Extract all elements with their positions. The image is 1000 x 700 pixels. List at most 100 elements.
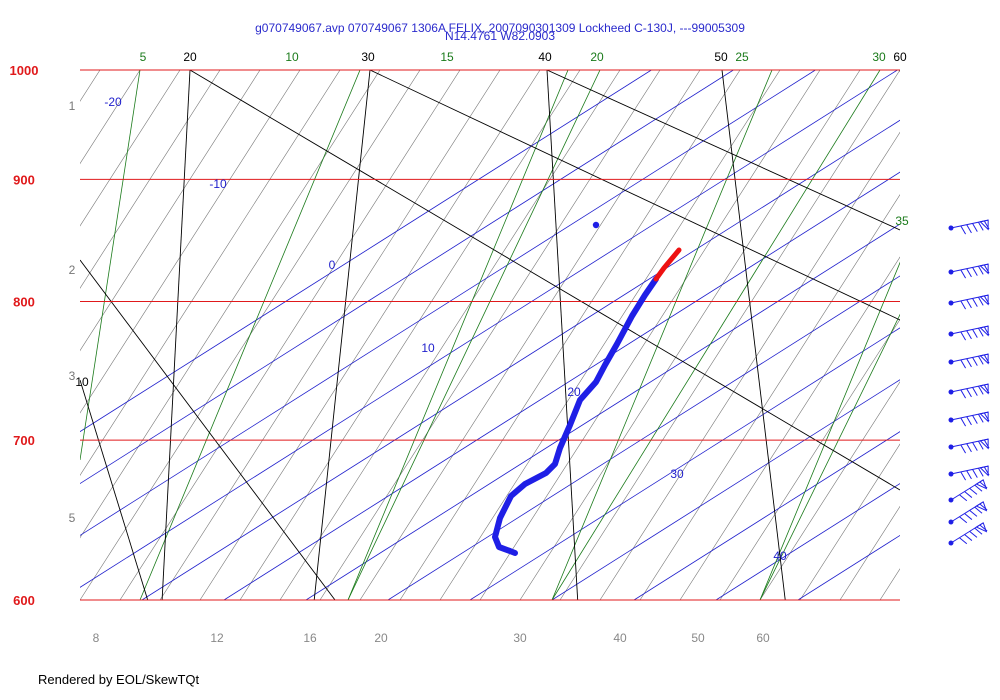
chart-title: g070749067.avp 070749067 1306A FELIX, 20… <box>255 21 745 35</box>
wind-barb-feather <box>960 389 967 399</box>
moist-adiabat-line <box>80 70 141 165</box>
wind-barb-feather <box>972 223 978 232</box>
plot-area <box>0 70 1000 600</box>
mixing-ratio-line <box>759 261 900 600</box>
wind-barb-icon <box>948 411 990 427</box>
mixing-ratio-label: 10 <box>285 50 299 64</box>
wind-barb-icon <box>948 325 990 341</box>
isotherm-line <box>80 70 816 536</box>
bottom-axis-label: 30 <box>513 631 527 645</box>
wind-barb-icon <box>948 438 990 454</box>
wind-barb-pennant <box>975 479 988 490</box>
bottom-axis-label: 50 <box>691 631 705 645</box>
mixing-ratio-label: 20 <box>590 50 604 64</box>
wind-barb-feather <box>966 388 972 398</box>
moist-adiabat-line <box>399 70 741 600</box>
moist-adiabat-line <box>319 70 661 600</box>
isotherm-line <box>715 483 900 600</box>
wind-barb-feather <box>964 491 973 498</box>
pressure-label: 1000 <box>10 63 39 78</box>
wind-barb-icon <box>948 522 988 546</box>
wind-barb-feather <box>974 484 983 492</box>
wind-barb-feather <box>972 415 978 424</box>
bottom-axis-label: 20 <box>374 631 388 645</box>
wind-barb-feather <box>977 221 984 231</box>
moist-adiabat-line <box>960 70 1000 600</box>
moist-adiabat-line <box>839 505 900 600</box>
pressure-label: 800 <box>13 295 35 310</box>
moist-adiabat-line <box>279 70 621 600</box>
mixing-ratio-line <box>551 70 881 600</box>
mixing-ratio-label: 25 <box>735 50 749 64</box>
wind-barb-feather <box>969 487 978 495</box>
wind-barb-icon <box>948 383 990 399</box>
wind-barb-feather <box>972 329 978 338</box>
isotherm-label: -10 <box>209 177 227 191</box>
dry-adiabat-line <box>189 70 900 491</box>
wind-barb-feather <box>960 225 967 235</box>
left-temperature-label: 10 <box>75 375 89 389</box>
wind-barb-pennant <box>975 522 988 533</box>
wind-barb-feather <box>966 330 972 340</box>
rendered-by-label: Rendered by EOL/SkewTQt <box>38 672 200 687</box>
isotherm-label: 10 <box>421 341 435 355</box>
sounding-trace-blue <box>492 276 659 556</box>
wind-barb-pennant <box>979 383 989 395</box>
dry-adiabat-line <box>161 70 191 600</box>
height-label: 3 <box>69 369 76 383</box>
wind-barb-feather <box>977 385 984 395</box>
wind-barb-pennant <box>979 465 989 477</box>
moist-adiabat-line <box>439 70 781 600</box>
wind-barb-feather <box>969 530 978 538</box>
wind-barb-feather <box>960 269 967 279</box>
wind-barb-icon <box>948 479 988 503</box>
dry-adiabat-line <box>80 379 149 600</box>
top-temperature-label: 30 <box>361 50 375 64</box>
wind-barb-pennant <box>979 325 989 337</box>
wind-barb-pennant <box>979 219 989 231</box>
moist-adiabat-line <box>80 70 381 539</box>
dry-adiabat-line <box>313 70 371 600</box>
pressure-label: 600 <box>13 593 35 608</box>
wind-barb-feather <box>977 413 984 423</box>
wind-barb-icon <box>948 465 990 481</box>
wind-barb-feather <box>960 444 967 454</box>
isotherm-label: -20 <box>104 95 122 109</box>
moist-adiabat-line <box>80 70 341 476</box>
moist-adiabat-line <box>80 70 181 227</box>
moist-adiabat-line <box>799 443 900 600</box>
wind-barb-feather <box>972 267 978 276</box>
isotherm-line <box>141 119 900 600</box>
isotherm-line <box>469 327 900 600</box>
dry-adiabat-line <box>369 70 900 321</box>
moist-adiabat-line <box>719 318 900 600</box>
moist-adiabat-line <box>119 70 461 600</box>
moist-adiabat-line <box>599 131 900 600</box>
wind-barb-feather <box>977 265 984 275</box>
wind-barb-pennant <box>979 263 989 275</box>
isotherm-line <box>551 379 900 600</box>
bottom-axis-label: 40 <box>613 631 627 645</box>
moist-adiabat-line <box>0 70 20 600</box>
isotherm-line <box>633 431 900 600</box>
isotherm-label: 0 <box>329 258 336 272</box>
top-temperature-label: 60 <box>893 50 907 64</box>
dry-adiabat-line <box>546 70 900 231</box>
moist-adiabat-line <box>479 70 821 600</box>
isotherm-label: 40 <box>773 549 787 563</box>
isotherm-label: 20 <box>567 385 581 399</box>
wind-barb-feather <box>977 296 984 306</box>
wind-barb-feather <box>966 268 972 278</box>
mixing-ratio-line <box>347 70 569 600</box>
height-label: 5 <box>69 511 76 525</box>
wind-barb-feather <box>977 440 984 450</box>
isotherm-line <box>223 171 900 600</box>
wind-barb-pennant <box>979 411 989 423</box>
moist-adiabat-line <box>559 70 900 600</box>
wind-barb-feather <box>972 357 978 366</box>
moist-adiabat-line <box>80 70 101 102</box>
wind-barb-feather <box>974 527 983 535</box>
wind-barb-pennant <box>975 501 988 512</box>
mixing-ratio-label: 35 <box>895 214 909 228</box>
wind-barb-icon <box>948 263 990 279</box>
